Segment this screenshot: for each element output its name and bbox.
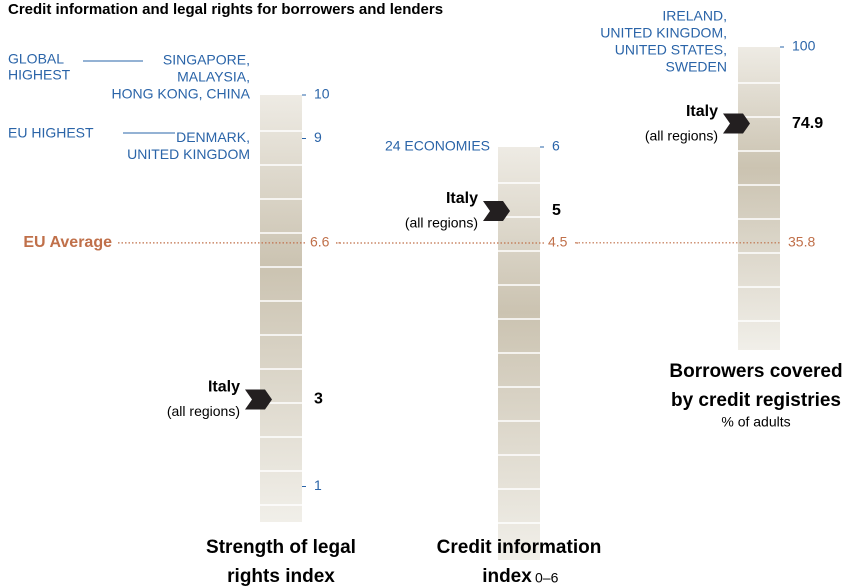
chart-subtitle: % of adults: [721, 414, 790, 430]
chart-title: by credit registries: [671, 390, 841, 411]
annotation-label: 24 ECONOMIES: [385, 138, 490, 154]
annotation-label: SWEDEN: [666, 59, 727, 75]
italy-marker: [245, 389, 272, 410]
chart-title: rights index: [227, 566, 335, 587]
annotation-label: MALAYSIA,: [177, 69, 250, 85]
chart-title: Strength of legal: [206, 537, 356, 558]
y-tick-label: 9: [314, 129, 322, 145]
italy-marker: [723, 113, 750, 134]
annotation-label: DENMARK,: [176, 129, 250, 145]
chart-subtitle: 0–6: [535, 570, 559, 586]
marker-label: Italy: [446, 190, 478, 207]
page-title: Credit information and legal rights for …: [8, 1, 443, 18]
eu-average-value: 35.8: [788, 234, 815, 250]
annotation-group: GLOBAL: [8, 51, 64, 67]
italy-marker: [483, 201, 510, 221]
chart-title: Borrowers covered: [669, 361, 842, 382]
marker-sublabel: (all regions): [405, 215, 478, 231]
marker-value: 5: [552, 202, 561, 219]
scale-bar: [260, 95, 302, 522]
annotation-label: UNITED KINGDOM: [127, 146, 250, 162]
scale-bar: [738, 47, 780, 350]
y-tick-label: 100: [792, 38, 816, 54]
eu-average-value: 4.5: [548, 234, 568, 250]
marker-sublabel: (all regions): [167, 403, 240, 419]
annotation-group: EU HIGHEST: [8, 125, 94, 141]
annotation-label: HONG KONG, CHINA: [112, 86, 251, 102]
annotation-group: HIGHEST: [8, 67, 71, 83]
annotation-label: IRELAND,: [662, 8, 727, 24]
eu-average-value: 6.6: [310, 234, 330, 250]
eu-average-label: EU Average: [23, 234, 112, 251]
marker-label: Italy: [208, 379, 240, 396]
chart-title: index: [482, 566, 532, 587]
y-tick-label: 6: [552, 138, 560, 154]
annotation-label: UNITED KINGDOM,: [600, 25, 727, 41]
marker-value: 74.9: [792, 115, 823, 132]
chart-title: Credit information: [437, 537, 602, 558]
marker-value: 3: [314, 391, 323, 408]
annotation-label: UNITED STATES,: [615, 42, 727, 58]
marker-label: Italy: [686, 103, 718, 120]
marker-sublabel: (all regions): [645, 127, 718, 143]
annotation-label: SINGAPORE,: [163, 52, 250, 68]
y-tick-label: 1: [314, 477, 322, 493]
y-tick-label: 10: [314, 86, 330, 102]
